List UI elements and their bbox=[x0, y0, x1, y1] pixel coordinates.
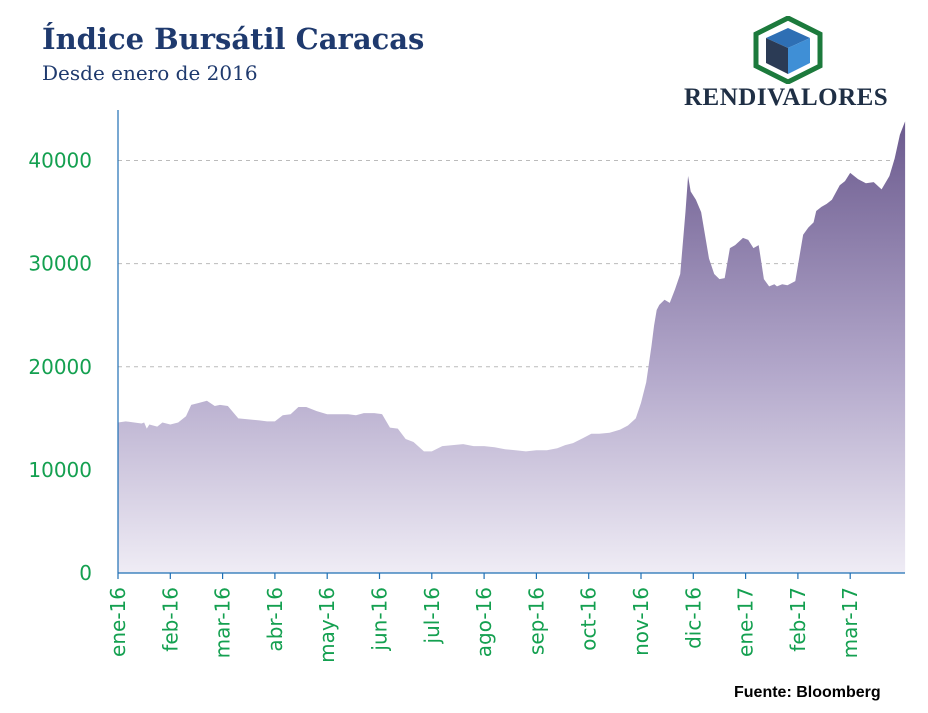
x-tick-label: feb-16 bbox=[158, 587, 182, 652]
x-tick-label: ago-16 bbox=[472, 587, 496, 657]
cube-logo-icon bbox=[752, 15, 824, 85]
x-tick-label: nov-16 bbox=[629, 587, 653, 656]
x-tick-label: feb-17 bbox=[786, 587, 810, 652]
x-tick-label: mar-17 bbox=[838, 587, 862, 658]
source-note: Fuente: Bloomberg bbox=[734, 684, 881, 701]
chart-title: Índice Bursátil Caracas bbox=[42, 22, 425, 56]
y-tick-label: 20000 bbox=[28, 355, 92, 379]
chart-subtitle: Desde enero de 2016 bbox=[42, 61, 258, 85]
y-tick-label: 30000 bbox=[28, 252, 92, 276]
x-tick-label: jul-16 bbox=[420, 587, 444, 644]
x-tick-label: mar-16 bbox=[211, 587, 235, 658]
x-tick-label: dic-16 bbox=[681, 587, 705, 649]
x-tick-label: ene-16 bbox=[106, 587, 130, 657]
x-tick-label: oct-16 bbox=[577, 587, 601, 651]
y-tick-label: 10000 bbox=[28, 458, 92, 482]
x-tick-label: ene-17 bbox=[734, 587, 758, 657]
series-area bbox=[118, 121, 906, 573]
logo-wordmark: RENDIVALORES bbox=[684, 84, 889, 111]
x-tick-label: may-16 bbox=[315, 587, 339, 663]
y-tick-label: 40000 bbox=[28, 149, 92, 173]
x-tick-label: jun-16 bbox=[368, 587, 392, 652]
x-tick-label: abr-16 bbox=[263, 587, 287, 652]
y-tick-label: 0 bbox=[79, 561, 92, 585]
x-tick-label: sep-16 bbox=[524, 587, 548, 655]
